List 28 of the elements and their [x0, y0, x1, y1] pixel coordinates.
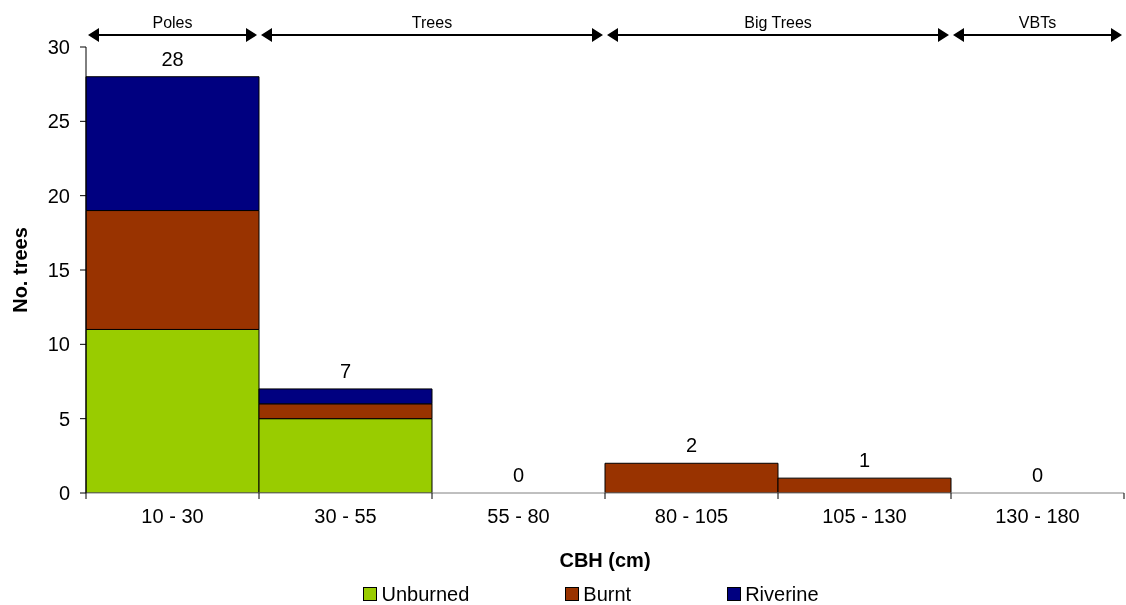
legend-label: Unburned: [381, 583, 470, 605]
x-tick-label: 130 - 180: [995, 505, 1080, 528]
text: VBTs: [1018, 14, 1057, 31]
x-tick-label: 80 - 105: [654, 505, 729, 528]
total-label: 0: [1031, 464, 1044, 486]
y-tick-label: 15: [47, 259, 70, 282]
y-tick-label: 0: [58, 482, 70, 505]
y-tick-label: 10: [47, 333, 70, 356]
y-tick-label: 25: [47, 110, 70, 133]
text: Big Trees: [744, 14, 812, 31]
total-label: 7: [339, 359, 352, 382]
y-tick-label: 20: [47, 184, 70, 207]
total-label: 28: [161, 47, 184, 70]
legend-label: Burnt: [583, 583, 632, 605]
text: Trees: [411, 14, 453, 31]
total-label: 1: [858, 449, 871, 472]
text: Poles: [152, 14, 193, 31]
y-tick-label: 5: [58, 407, 70, 430]
total-label: 0: [512, 464, 525, 486]
x-tick-label: 10 - 30: [141, 505, 204, 528]
x-axis-title: CBH (cm): [559, 549, 651, 571]
y-axis-title: No. trees: [9, 227, 31, 313]
total-label: 2: [685, 434, 698, 457]
legend-label: Riverine: [745, 583, 819, 605]
x-tick-label: 55 - 80: [487, 505, 550, 528]
y-tick-label: 30: [47, 36, 70, 59]
x-tick-label: 30 - 55: [314, 505, 377, 528]
x-tick-label: 105 - 130: [822, 505, 907, 528]
